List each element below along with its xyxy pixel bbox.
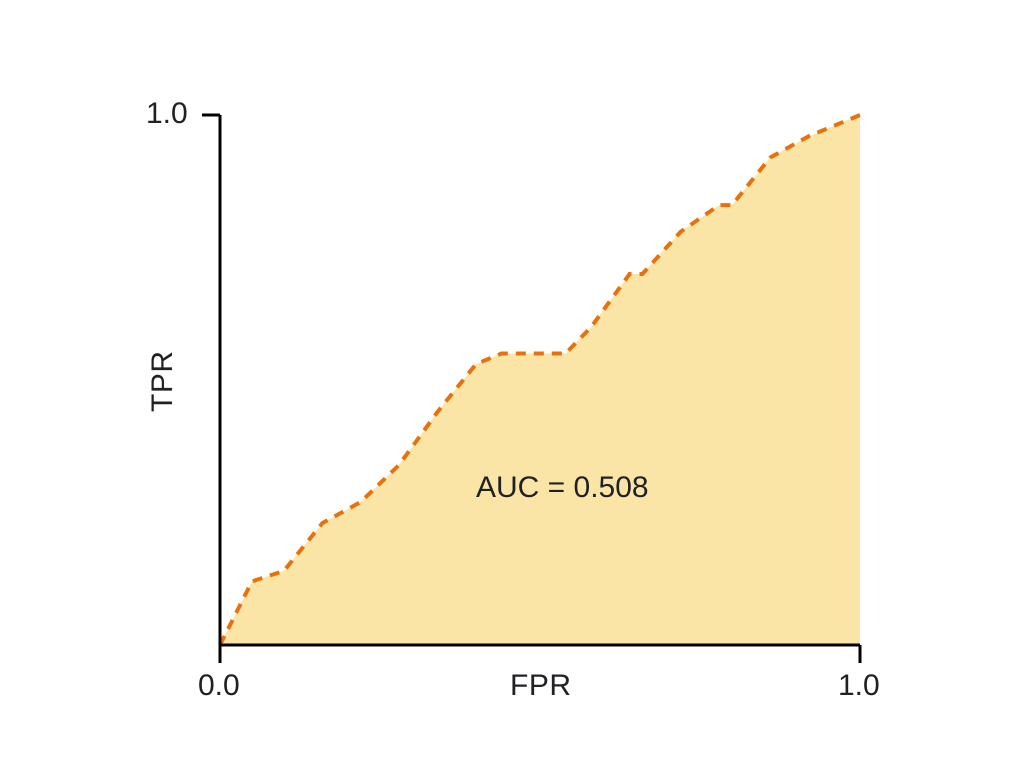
x-tick-0: 0.0 xyxy=(198,669,240,703)
y-tick-1: 1.0 xyxy=(146,97,188,131)
auc-annotation: AUC = 0.508 xyxy=(476,471,649,505)
chart-stage: 0.0 1.0 1.0 FPR TPR AUC = 0.508 xyxy=(0,0,1024,768)
x-tick-1: 1.0 xyxy=(838,669,880,703)
y-axis-label: TPR xyxy=(146,351,180,413)
plot-group xyxy=(202,115,860,663)
auc-fill-area xyxy=(220,115,860,645)
x-axis-label: FPR xyxy=(510,669,572,703)
